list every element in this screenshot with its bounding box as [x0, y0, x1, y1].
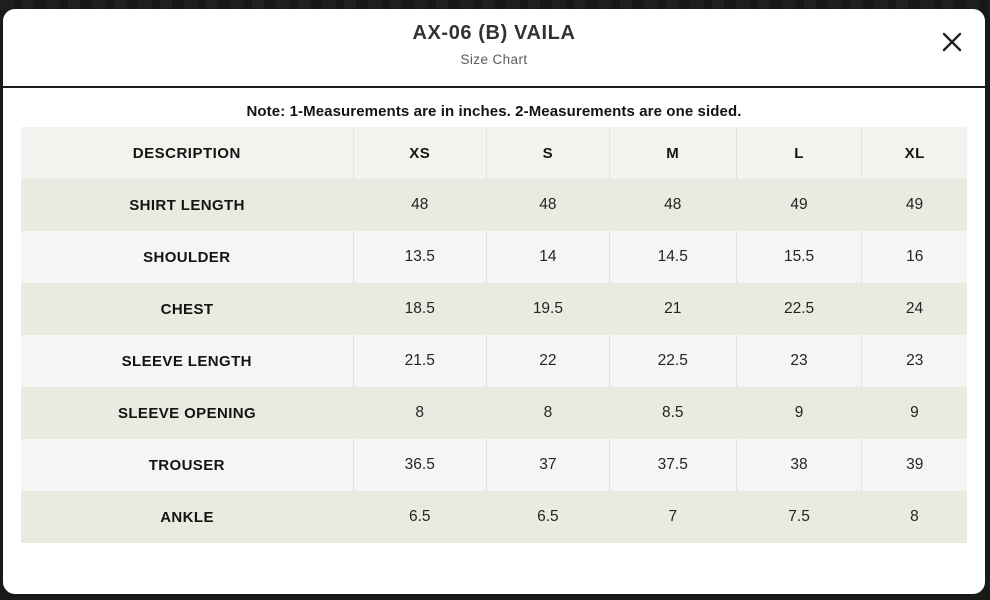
row-label: CHEST — [21, 283, 354, 335]
measurement-value: 38 — [736, 439, 863, 491]
measurement-value: 13.5 — [353, 231, 487, 283]
modal-body: Note: 1-Measurements are in inches. 2-Me… — [3, 103, 985, 543]
measurement-value: 14 — [486, 231, 610, 283]
measurement-value: 19.5 — [486, 283, 610, 335]
row-label: SLEEVE OPENING — [21, 387, 354, 439]
measurement-value: 8 — [353, 387, 487, 439]
measurement-value: 8 — [486, 387, 610, 439]
background-page-strip — [0, 0, 990, 10]
size-chart-table: DESCRIPTION XS S M L XL SHIRT LENGTH 48 48… — [21, 127, 967, 543]
measurement-value: 48 — [609, 179, 737, 231]
table-row: ANKLE 6.5 6.5 7 7.5 8 — [21, 491, 967, 543]
measurement-value: 37 — [486, 439, 610, 491]
row-label: SLEEVE LENGTH — [21, 335, 354, 387]
measurement-value: 7 — [609, 491, 737, 543]
measurement-value: 21 — [609, 283, 737, 335]
column-header-s: S — [486, 127, 610, 179]
table-row: SLEEVE LENGTH 21.5 22 22.5 23 23 — [21, 335, 967, 387]
table-row: SLEEVE OPENING 8 8 8.5 9 9 — [21, 387, 967, 439]
measurement-value: 48 — [353, 179, 487, 231]
column-header-xl: XL — [861, 127, 967, 179]
measurement-value: 15.5 — [736, 231, 863, 283]
measurement-value: 23 — [736, 335, 863, 387]
row-label: SHIRT LENGTH — [21, 179, 354, 231]
table-row: TROUSER 36.5 37 37.5 38 39 — [21, 439, 967, 491]
measurement-value: 39 — [861, 439, 967, 491]
close-icon — [942, 32, 962, 52]
measurement-value: 9 — [736, 387, 862, 439]
measurement-value: 18.5 — [353, 283, 487, 335]
table-row: CHEST 18.5 19.5 21 22.5 24 — [21, 283, 967, 335]
modal-header: AX-06 (B) VAILA Size Chart — [3, 9, 985, 88]
measurement-value: 22.5 — [736, 283, 862, 335]
measurement-value: 49 — [861, 179, 967, 231]
modal-subtitle: Size Chart — [460, 52, 528, 67]
measurement-value: 22.5 — [609, 335, 737, 387]
measurement-value: 9 — [861, 387, 967, 439]
measurement-value: 6.5 — [353, 491, 487, 543]
modal-title: AX-06 (B) VAILA — [412, 22, 576, 44]
row-label: SHOULDER — [21, 231, 354, 283]
measurement-value: 23 — [861, 335, 967, 387]
measurement-value: 8.5 — [609, 387, 737, 439]
measurement-note: Note: 1-Measurements are in inches. 2-Me… — [246, 103, 742, 120]
row-label: TROUSER — [21, 439, 354, 491]
measurement-value: 37.5 — [609, 439, 737, 491]
row-label: ANKLE — [21, 491, 354, 543]
measurement-value: 16 — [861, 231, 967, 283]
measurement-value: 8 — [861, 491, 967, 543]
measurement-value: 49 — [736, 179, 862, 231]
close-button[interactable] — [935, 25, 969, 59]
measurement-value: 24 — [861, 283, 967, 335]
table-row: SHIRT LENGTH 48 48 48 49 49 — [21, 179, 967, 231]
measurement-value: 6.5 — [486, 491, 610, 543]
measurement-value: 7.5 — [736, 491, 862, 543]
table-header-row: DESCRIPTION XS S M L XL — [21, 127, 967, 179]
measurement-value: 14.5 — [609, 231, 737, 283]
measurement-value: 22 — [486, 335, 610, 387]
measurement-value: 36.5 — [353, 439, 487, 491]
measurement-value: 21.5 — [353, 335, 487, 387]
size-chart-modal: AX-06 (B) VAILA Size Chart Note: 1-Measu… — [3, 9, 985, 594]
measurement-value: 48 — [486, 179, 610, 231]
column-header-description: DESCRIPTION — [21, 127, 354, 179]
column-header-m: M — [609, 127, 737, 179]
column-header-l: L — [736, 127, 863, 179]
table-body: SHIRT LENGTH 48 48 48 49 49 SHOULDER 13.5 14 14.5… — [21, 179, 967, 543]
table-row: SHOULDER 13.5 14 14.5 15.5 16 — [21, 231, 967, 283]
column-header-xs: XS — [353, 127, 487, 179]
